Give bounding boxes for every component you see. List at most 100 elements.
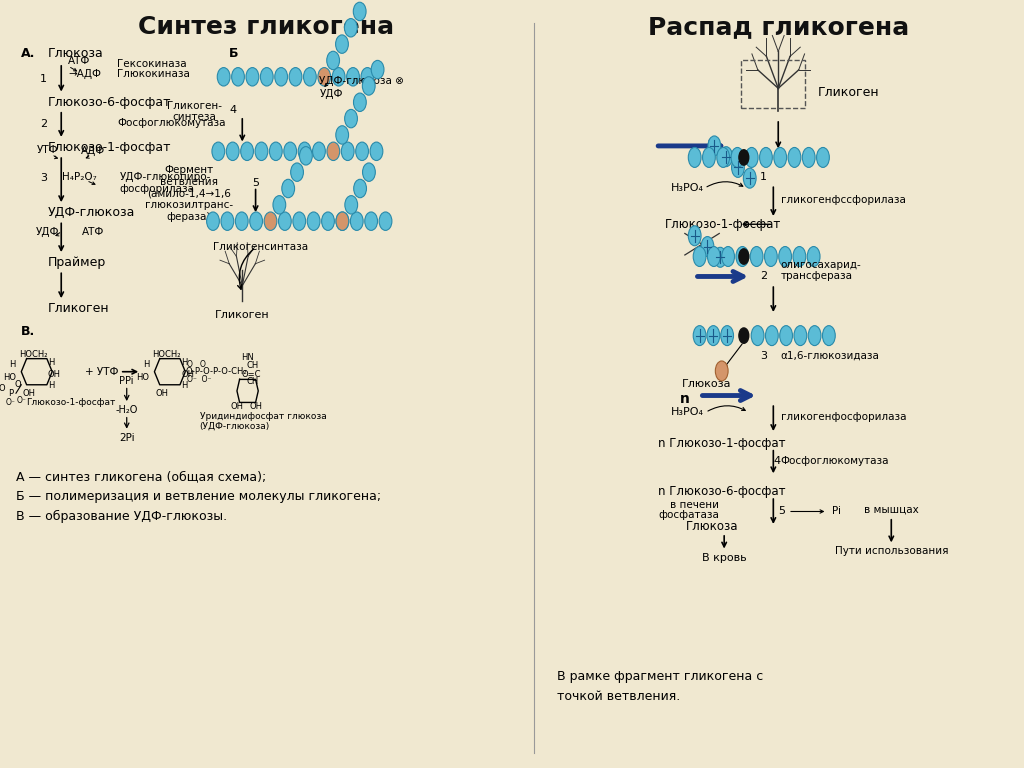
Text: АДФ: АДФ	[81, 146, 105, 157]
Circle shape	[344, 18, 357, 37]
Circle shape	[361, 68, 374, 86]
Text: УДФ-глюкоза: УДФ-глюкоза	[48, 207, 135, 219]
Circle shape	[708, 136, 721, 156]
Text: 5: 5	[252, 177, 259, 188]
Text: УДФ-глюкоза ⊗: УДФ-глюкоза ⊗	[319, 75, 404, 86]
Text: n: n	[680, 392, 690, 406]
Text: 4: 4	[773, 455, 780, 466]
Text: H: H	[9, 359, 16, 369]
Circle shape	[371, 61, 384, 79]
Circle shape	[745, 147, 758, 167]
Circle shape	[362, 163, 376, 181]
Text: Фермент
ветвления
(амило-1,4→1,6
глюкозилтранс-
фераза): Фермент ветвления (амило-1,4→1,6 глюкози…	[145, 165, 233, 222]
Circle shape	[341, 142, 354, 161]
Text: 1: 1	[760, 171, 767, 182]
Text: Гликоген: Гликоген	[215, 310, 269, 320]
Text: Пути использования: Пути использования	[835, 546, 948, 557]
Text: HN: HN	[242, 353, 254, 362]
Circle shape	[246, 68, 259, 86]
Text: гликогенфосфорилаза: гликогенфосфорилаза	[780, 412, 906, 422]
Text: α1,6-глюкозидаза: α1,6-глюкозидаза	[780, 350, 880, 361]
Text: Глюкокиназа: Глюкокиназа	[117, 68, 190, 79]
Circle shape	[226, 142, 239, 161]
Circle shape	[353, 179, 367, 197]
Circle shape	[345, 196, 357, 214]
Circle shape	[743, 168, 756, 188]
Text: n Глюкозо-1-фосфат: n Глюкозо-1-фосфат	[658, 437, 785, 449]
Text: 3: 3	[40, 173, 47, 184]
Circle shape	[707, 326, 720, 346]
Text: 2: 2	[760, 271, 767, 282]
Text: →АДФ: →АДФ	[69, 68, 101, 79]
Text: Гексокиназа: Гексокиназа	[117, 58, 186, 69]
Circle shape	[350, 212, 364, 230]
Text: Глюкозо-1-фосфат: Глюкозо-1-фосфат	[666, 218, 781, 230]
Text: H: H	[181, 358, 187, 367]
Circle shape	[720, 147, 732, 167]
Circle shape	[731, 157, 744, 177]
Circle shape	[282, 179, 295, 197]
Circle shape	[701, 237, 714, 257]
Circle shape	[717, 147, 729, 167]
Text: УТФ: УТФ	[37, 144, 58, 155]
Circle shape	[332, 68, 345, 86]
Text: HO: HO	[136, 373, 150, 382]
Text: Фосфоглюкомутаза: Фосфоглюкомутаза	[780, 455, 889, 466]
Circle shape	[298, 142, 311, 161]
Text: 4: 4	[229, 104, 237, 115]
Circle shape	[347, 68, 359, 86]
Circle shape	[779, 326, 793, 346]
Circle shape	[255, 142, 268, 161]
Text: H₄P₂O₇: H₄P₂O₇	[62, 171, 97, 182]
Text: OH: OH	[156, 389, 169, 398]
Circle shape	[808, 326, 821, 346]
Circle shape	[345, 109, 357, 127]
Circle shape	[236, 212, 248, 230]
Circle shape	[317, 68, 331, 86]
Text: H₃PO₄: H₃PO₄	[671, 183, 703, 194]
Circle shape	[293, 212, 305, 230]
Circle shape	[250, 212, 262, 230]
Text: АТФ: АТФ	[69, 55, 90, 66]
Circle shape	[822, 326, 836, 346]
Circle shape	[260, 68, 273, 86]
Circle shape	[807, 247, 820, 266]
Circle shape	[353, 2, 366, 21]
Text: H: H	[48, 358, 54, 367]
Text: Pi: Pi	[833, 506, 842, 517]
Circle shape	[739, 328, 749, 343]
Circle shape	[312, 142, 326, 161]
Text: 5: 5	[778, 506, 785, 517]
Text: OH: OH	[249, 402, 262, 411]
Circle shape	[760, 147, 772, 167]
Text: O   O: O O	[187, 360, 206, 369]
Text: O: O	[0, 384, 5, 393]
Text: 2Pi: 2Pi	[119, 432, 134, 443]
Circle shape	[365, 212, 378, 230]
Circle shape	[327, 142, 340, 161]
Circle shape	[693, 326, 706, 346]
Text: O=C: O=C	[242, 369, 261, 379]
Circle shape	[241, 142, 254, 161]
Text: Гликогенсинтаза: Гликогенсинтаза	[213, 242, 308, 253]
Text: OH: OH	[230, 402, 244, 411]
Circle shape	[736, 247, 749, 266]
Circle shape	[284, 142, 297, 161]
Text: В кровь: В кровь	[701, 552, 746, 563]
Text: А — синтез гликогена (общая схема);
Б — полимеризация и ветвление молекулы глико: А — синтез гликогена (общая схема); Б — …	[16, 470, 381, 523]
Circle shape	[688, 226, 701, 246]
Circle shape	[766, 326, 778, 346]
Circle shape	[336, 35, 348, 53]
Circle shape	[336, 212, 349, 230]
Text: А.: А.	[22, 48, 36, 60]
Circle shape	[721, 326, 733, 346]
Circle shape	[716, 361, 728, 381]
Circle shape	[273, 196, 286, 214]
Circle shape	[221, 212, 233, 230]
Text: H₃PO₄: H₃PO₄	[671, 407, 703, 418]
Circle shape	[303, 68, 316, 86]
Circle shape	[217, 68, 230, 86]
Text: O-P-O-P-O-CH₂: O-P-O-P-O-CH₂	[185, 367, 247, 376]
Circle shape	[793, 247, 806, 266]
Text: H: H	[142, 359, 150, 369]
